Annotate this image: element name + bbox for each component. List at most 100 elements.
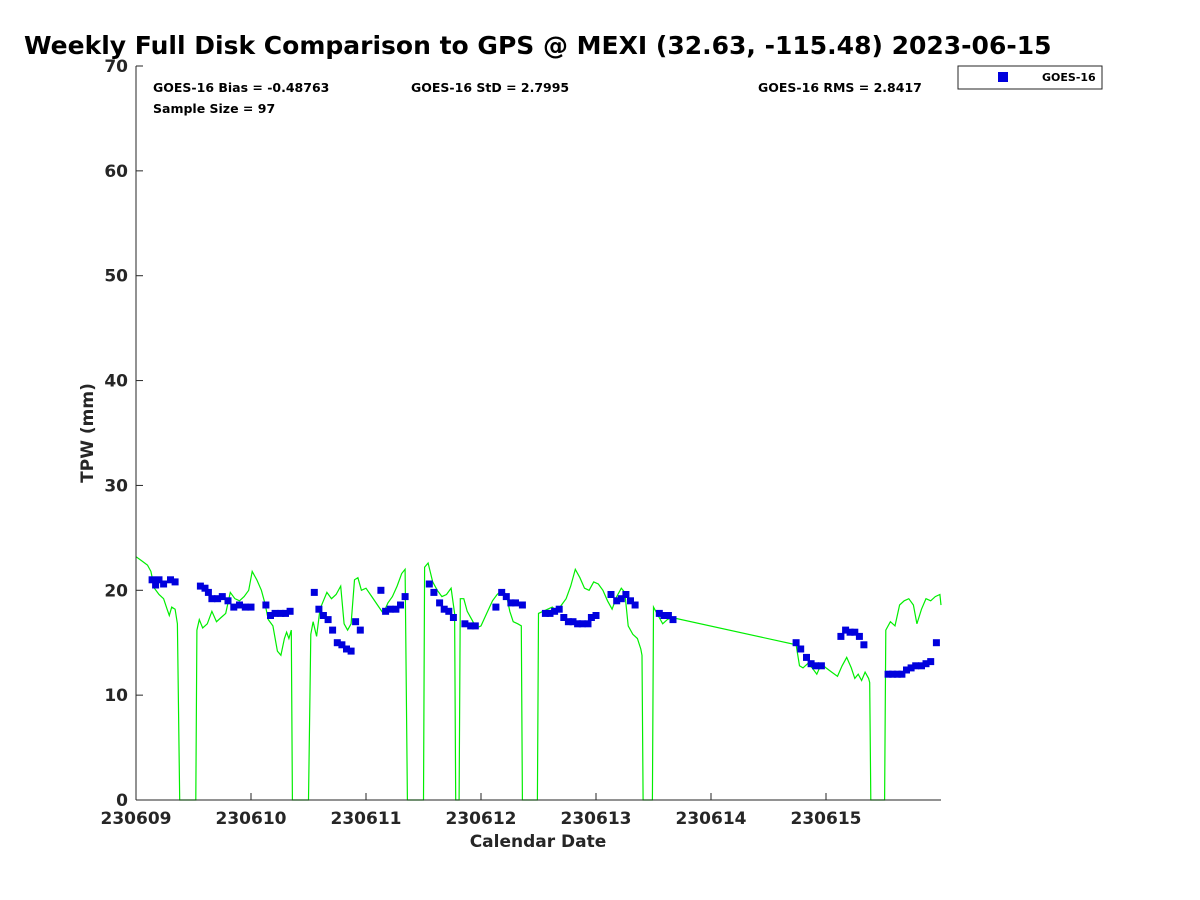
goes16-point xyxy=(560,614,568,621)
goes16-point xyxy=(884,670,892,678)
goes16-point xyxy=(224,597,232,605)
goes16-point xyxy=(907,664,915,672)
goes16-point xyxy=(541,609,549,617)
y-tick-label: 70 xyxy=(104,57,128,77)
goes16-point xyxy=(319,612,327,619)
goes16-point xyxy=(338,641,346,649)
goes16-point xyxy=(812,662,820,670)
legend: GOES-16 xyxy=(957,65,1103,90)
goes16-point xyxy=(148,576,156,584)
sample-size-stat: Sample Size = 97 xyxy=(153,101,275,116)
goes16-point xyxy=(842,626,850,634)
goes16-point xyxy=(208,595,216,603)
goes16-point xyxy=(507,599,515,607)
goes16-point xyxy=(918,662,925,670)
goes16-point xyxy=(512,599,519,607)
goes16-point xyxy=(551,607,559,615)
goes16-point xyxy=(201,584,209,592)
y-tick-label: 30 xyxy=(104,476,128,496)
goes16-point xyxy=(324,616,332,624)
goes16-point xyxy=(922,660,930,668)
y-tick-label: 50 xyxy=(104,267,128,287)
legend-label-goes16: GOES-16 xyxy=(1042,71,1096,84)
x-tick-label: 230613 xyxy=(561,809,632,829)
goes16-point xyxy=(587,614,595,621)
goes16-point xyxy=(445,607,453,615)
goes16-point xyxy=(592,612,600,619)
goes16-point xyxy=(664,612,672,619)
goes16-point xyxy=(397,601,404,609)
goes16-point xyxy=(467,622,475,630)
goes16-point xyxy=(236,601,243,609)
goes16-point xyxy=(310,588,318,596)
goes16-series xyxy=(148,576,940,678)
goes16-point xyxy=(347,647,355,655)
goes16-point xyxy=(333,639,341,647)
goes16-point xyxy=(204,588,212,596)
goes16-point xyxy=(267,612,274,619)
goes16-point xyxy=(282,609,289,617)
goes16-point xyxy=(356,626,364,634)
goes16-point xyxy=(152,581,160,589)
goes16-point xyxy=(440,605,448,613)
goes16-point xyxy=(584,620,592,628)
goes16-point xyxy=(518,601,526,609)
goes16-point xyxy=(436,599,444,607)
goes16-point xyxy=(792,639,800,647)
goes16-point xyxy=(631,601,639,609)
goes16-point xyxy=(461,620,469,628)
x-tick-label: 230611 xyxy=(331,809,402,829)
goes16-point xyxy=(932,639,940,647)
series-layer xyxy=(135,556,942,801)
goes16-point xyxy=(807,660,815,668)
goes16-point xyxy=(498,588,506,596)
goes16-point xyxy=(846,628,854,636)
goes16-point xyxy=(627,597,634,605)
goes16-point xyxy=(247,603,255,611)
goes16-point xyxy=(167,576,174,584)
goes16-point xyxy=(386,605,394,613)
goes16-point xyxy=(855,632,863,640)
goes16-point xyxy=(613,597,621,605)
x-tick-label: 230612 xyxy=(446,809,517,829)
goes16-point xyxy=(851,628,859,636)
goes16-point xyxy=(401,593,409,601)
goes16-point xyxy=(546,609,554,617)
goes16-point xyxy=(502,593,510,601)
goes16-point xyxy=(898,670,906,678)
gps-series-line xyxy=(135,556,942,801)
bias-stat: GOES-16 Bias = -0.48763 xyxy=(153,80,329,95)
x-axis-label: Calendar Date xyxy=(470,832,607,852)
goes16-point xyxy=(569,618,577,626)
goes16-point xyxy=(286,607,294,615)
goes16-point xyxy=(171,578,179,586)
legend-box xyxy=(957,65,1103,90)
goes16-point xyxy=(449,614,457,621)
goes16-point xyxy=(262,601,270,609)
x-axis-ticks: 230609 230610 230611 230612 230613 230614 2306… xyxy=(101,793,862,829)
goes16-point xyxy=(329,626,337,634)
goes16-point xyxy=(669,616,677,624)
x-tick-label: 230609 xyxy=(101,809,172,829)
goes16-point xyxy=(425,580,433,588)
goes16-point xyxy=(155,576,163,584)
goes16-point xyxy=(382,607,390,615)
goes16-point xyxy=(160,580,168,588)
goes16-point xyxy=(927,658,935,666)
goes16-point xyxy=(655,609,663,617)
goes16-point xyxy=(555,605,563,613)
goes16-point xyxy=(889,670,897,678)
y-axis-ticks: 0 10 20 30 40 50 60 70 xyxy=(104,57,143,811)
y-tick-label: 10 xyxy=(104,686,128,706)
legend-marker-goes16 xyxy=(998,72,1008,82)
goes16-point xyxy=(903,666,910,674)
y-axis-label: TPW (mm) xyxy=(78,383,98,483)
goes16-point xyxy=(797,645,805,653)
std-stat: GOES-16 StD = 2.7995 xyxy=(411,80,569,95)
goes16-point xyxy=(817,662,825,670)
goes16-point xyxy=(377,586,385,594)
goes16-point xyxy=(607,591,615,598)
goes16-point xyxy=(574,620,582,628)
x-tick-label: 230615 xyxy=(791,809,862,829)
y-tick-label: 20 xyxy=(104,581,128,601)
